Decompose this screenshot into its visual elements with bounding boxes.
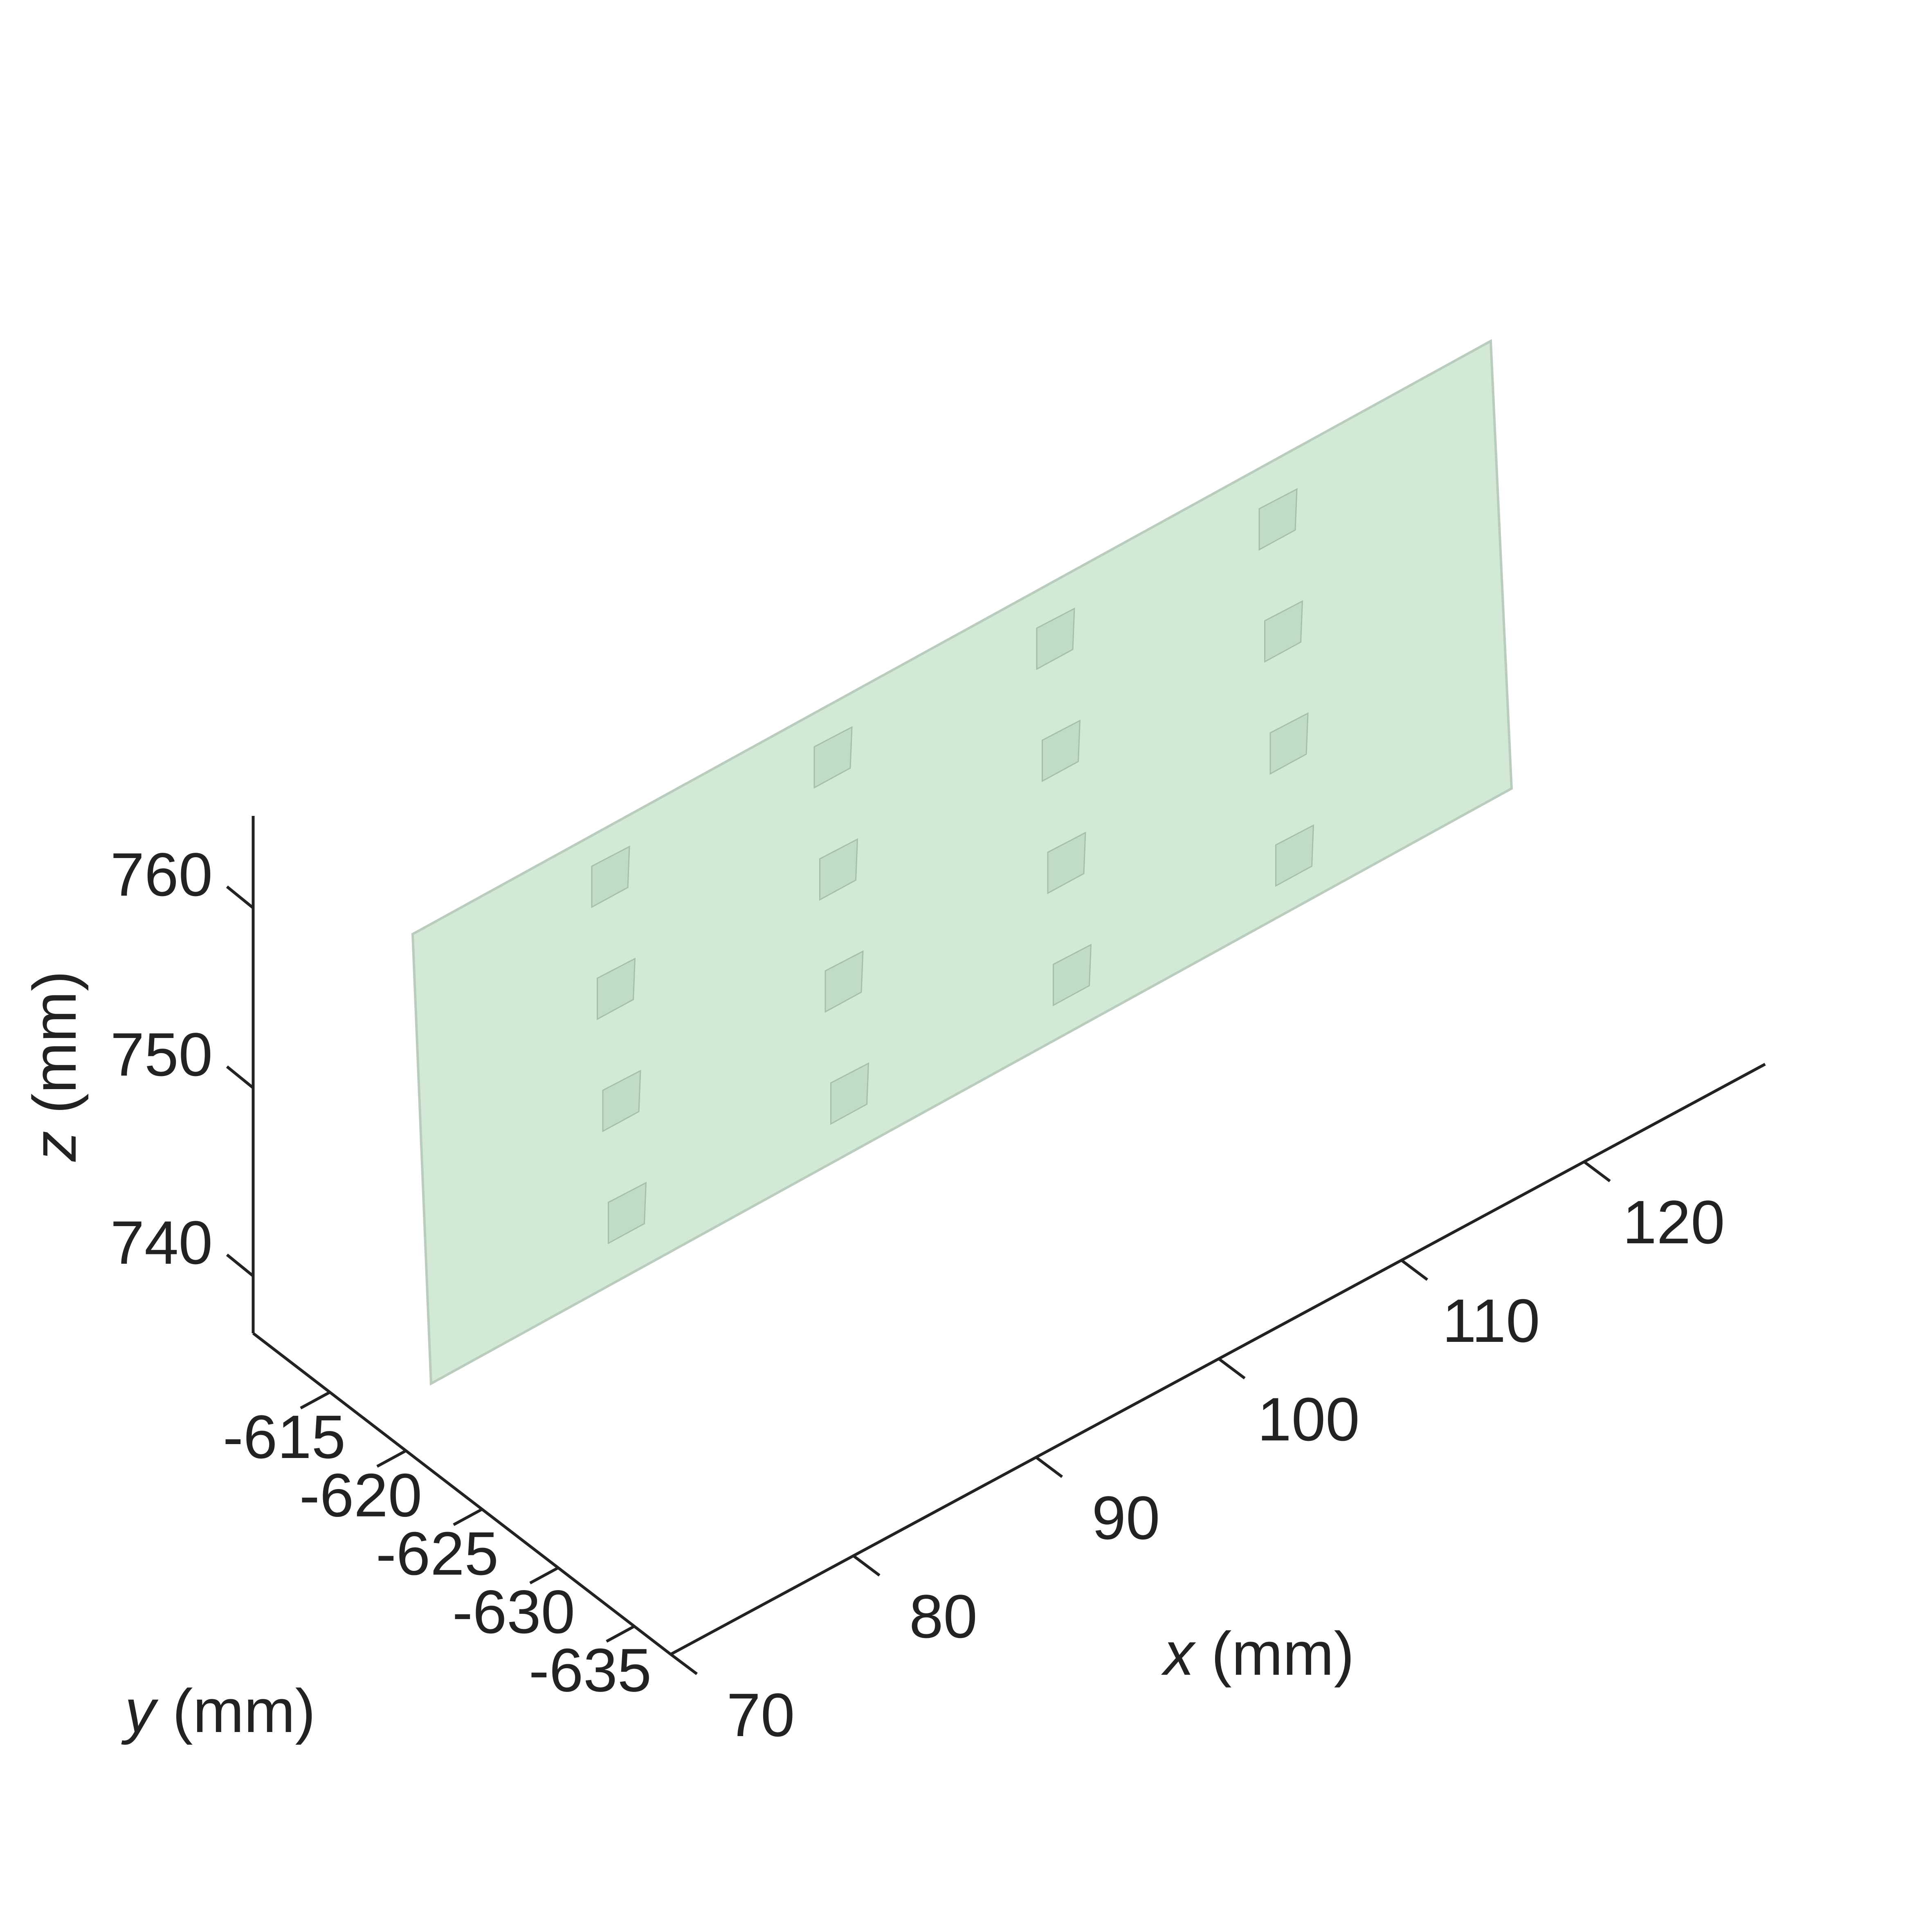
patch-12 <box>1258 488 1298 551</box>
z-axis-var: z <box>20 1131 89 1162</box>
patch-15 <box>1275 824 1314 887</box>
x-axis-title: x (mm) <box>1161 1619 1354 1688</box>
x-tick-100 <box>1218 1357 1246 1379</box>
x-axis-unit: (mm) <box>1194 1619 1354 1688</box>
z-tick-740 <box>226 1254 254 1277</box>
patch-0 <box>591 845 630 908</box>
patch-3 <box>608 1182 647 1245</box>
y-tick--620 <box>376 1449 407 1468</box>
patch-4 <box>813 726 853 789</box>
y-tick-label--625: -625 <box>376 1519 499 1588</box>
x-tick-label-100: 100 <box>1257 1385 1359 1453</box>
x-tick-label-80: 80 <box>909 1582 977 1651</box>
patch-layer <box>591 488 1314 1245</box>
patch-8 <box>1036 607 1075 670</box>
patch-11 <box>1053 944 1092 1006</box>
x-axis-line <box>670 1063 1766 1656</box>
z-tick-label-760: 760 <box>110 840 213 909</box>
y-tick-label--620: -620 <box>299 1461 422 1530</box>
x-tick-110 <box>1400 1259 1429 1281</box>
x-tick-label-120: 120 <box>1622 1188 1725 1256</box>
z-tick-760 <box>226 885 254 909</box>
z-tick-750 <box>226 1065 254 1089</box>
x-tick-label-70: 70 <box>727 1680 795 1749</box>
y-tick--625 <box>453 1508 483 1526</box>
surface-plane-layer <box>411 339 1513 1386</box>
patch-13 <box>1264 600 1303 663</box>
patch-6 <box>824 950 864 1013</box>
y-axis-title: y (mm) <box>121 1676 315 1745</box>
y-tick--635 <box>606 1624 636 1643</box>
x-tick-80 <box>852 1555 881 1577</box>
axes-layer <box>226 816 1766 1675</box>
y-tick-label--615: -615 <box>223 1402 346 1471</box>
patch-7 <box>830 1062 869 1125</box>
patch-1 <box>597 957 636 1020</box>
patch-14 <box>1269 712 1309 775</box>
tick-label-layer: 70 80 90 100 110 120 -615-620-625-630-635 740 75… <box>110 840 1725 1749</box>
x-tick-label-90: 90 <box>1092 1483 1160 1552</box>
surface-plane <box>411 339 1513 1386</box>
x-tick-label-110: 110 <box>1442 1286 1540 1355</box>
y-tick--630 <box>529 1566 559 1584</box>
patch-9 <box>1042 719 1081 782</box>
patch-5 <box>819 838 858 901</box>
z-axis-title: z (mm) <box>20 971 89 1162</box>
y-tick--615 <box>300 1391 330 1410</box>
z-axis-unit: (mm) <box>20 971 89 1131</box>
y-tick-label--635: -635 <box>529 1635 651 1704</box>
x-axis-var: x <box>1161 1619 1196 1688</box>
patch-10 <box>1047 831 1086 894</box>
y-tick-label--630: -630 <box>452 1577 575 1646</box>
patch-2 <box>602 1069 641 1132</box>
z-tick-label-750: 750 <box>110 1020 213 1089</box>
x-tick-70 <box>669 1653 698 1675</box>
y-axis-unit: (mm) <box>155 1676 315 1745</box>
x-tick-120 <box>1583 1160 1611 1182</box>
x-tick-90 <box>1035 1456 1063 1478</box>
y-axis-var: y <box>121 1676 159 1745</box>
z-tick-label-740: 740 <box>110 1208 213 1277</box>
y-axis-line <box>252 1332 672 1656</box>
